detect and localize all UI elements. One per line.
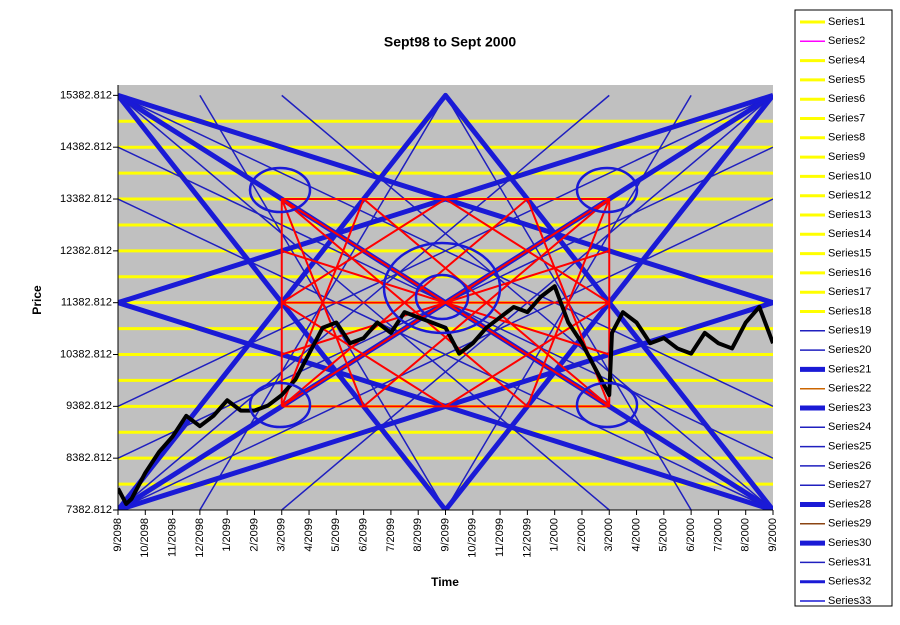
legend-label: Series8 bbox=[828, 132, 865, 144]
x-tick-label: 11/2099 bbox=[494, 518, 506, 557]
y-tick-label: 10382.812 bbox=[60, 348, 112, 360]
ellipse bbox=[414, 273, 470, 321]
y-axis-title: Price bbox=[30, 285, 44, 315]
legend-label: Series5 bbox=[828, 74, 865, 86]
ellipse bbox=[575, 166, 639, 214]
x-tick-label: 6/2000 bbox=[685, 518, 697, 552]
legend-label: Series29 bbox=[828, 518, 871, 530]
legend-label: Series1 bbox=[828, 16, 865, 28]
x-tick-label: 8/2000 bbox=[740, 518, 752, 552]
legend: Series1 Series2 Series4 Series5 Series6 Serie… bbox=[800, 16, 871, 607]
legend-label: Series26 bbox=[828, 460, 871, 472]
series-line bbox=[118, 284, 773, 506]
series-line bbox=[118, 92, 773, 510]
legend-label: Series24 bbox=[828, 421, 871, 433]
legend-label: Series27 bbox=[828, 479, 871, 491]
x-tick-label: 4/2099 bbox=[303, 518, 315, 552]
legend-label: Series13 bbox=[828, 209, 871, 221]
legend-label: Series33 bbox=[828, 595, 871, 607]
series-line bbox=[280, 198, 611, 408]
x-tick-label: 10/2098 bbox=[139, 518, 151, 558]
x-tick-label: 4/2000 bbox=[630, 518, 642, 552]
x-tick-label: 5/2000 bbox=[658, 518, 670, 552]
legend-label: Series32 bbox=[828, 576, 871, 588]
x-tick-label: 9/2000 bbox=[767, 518, 779, 552]
chart-title: Sept98 to Sept 2000 bbox=[384, 34, 516, 50]
x-tick-label: 8/2099 bbox=[412, 518, 424, 552]
legend-label: Series10 bbox=[828, 170, 871, 182]
ellipses bbox=[248, 166, 639, 429]
legend-label: Series21 bbox=[828, 363, 871, 375]
y-tick-label: 9382.812 bbox=[66, 400, 112, 412]
plot-marks bbox=[118, 92, 773, 510]
y-tick-label: 14382.812 bbox=[60, 141, 112, 153]
legend-label: Series9 bbox=[828, 151, 865, 163]
series-line bbox=[118, 94, 773, 510]
y-tick-label: 8382.812 bbox=[66, 452, 112, 464]
x-tick-label: 2/2000 bbox=[576, 518, 588, 552]
legend-label: Series18 bbox=[828, 305, 871, 317]
x-tick-label: 3/2099 bbox=[276, 518, 288, 552]
legend-label: Series12 bbox=[828, 190, 871, 202]
x-tick-label: 7/2099 bbox=[385, 518, 397, 552]
legend-label: Series25 bbox=[828, 441, 871, 453]
x-tick-label: 6/2099 bbox=[358, 518, 370, 552]
x-tick-label: 11/2098 bbox=[166, 518, 178, 557]
legend-label: Series22 bbox=[828, 383, 871, 395]
x-axis-title: Time bbox=[431, 575, 459, 589]
series-line bbox=[118, 94, 773, 510]
legend-label: Series16 bbox=[828, 267, 871, 279]
x-tick-label: 7/2000 bbox=[712, 518, 724, 552]
legend-label: Series23 bbox=[828, 402, 871, 414]
legend-label: Series15 bbox=[828, 248, 871, 260]
legend-label: Series31 bbox=[828, 556, 871, 568]
legend-label: Series20 bbox=[828, 344, 871, 356]
legend-label: Series2 bbox=[828, 35, 865, 47]
x-tick-label: 9/2098 bbox=[112, 518, 124, 552]
x-tick-label: 2/2099 bbox=[248, 518, 260, 552]
y-tick-label: 15382.812 bbox=[60, 89, 112, 101]
y-tick-label: 13382.812 bbox=[60, 193, 112, 205]
legend-label: Series6 bbox=[828, 93, 865, 105]
y-tick-label: 12382.812 bbox=[60, 245, 112, 257]
x-tick-label: 1/2000 bbox=[549, 518, 561, 552]
legend-label: Series28 bbox=[828, 498, 871, 510]
legend-label: Series4 bbox=[828, 55, 865, 67]
legend-label: Series7 bbox=[828, 112, 865, 124]
legend-label: Series17 bbox=[828, 286, 871, 298]
x-tick-label: 3/2000 bbox=[603, 518, 615, 552]
ellipse bbox=[248, 166, 312, 214]
legend-label: Series19 bbox=[828, 325, 871, 337]
x-tick-label: 12/2099 bbox=[521, 518, 533, 558]
x-tick-label: 12/2098 bbox=[194, 518, 206, 558]
ellipse bbox=[382, 241, 502, 335]
y-tick-label: 11382.812 bbox=[61, 297, 112, 309]
legend-label: Series14 bbox=[828, 228, 871, 240]
ellipse bbox=[248, 381, 312, 429]
y-tick-label: 7382.812 bbox=[66, 504, 112, 516]
ellipse bbox=[575, 381, 639, 429]
x-tick-label: 1/2099 bbox=[221, 518, 233, 552]
legend-label: Series30 bbox=[828, 537, 871, 549]
x-tick-label: 5/2099 bbox=[330, 518, 342, 552]
x-tick-label: 9/2099 bbox=[439, 518, 451, 552]
x-tick-label: 10/2099 bbox=[467, 518, 479, 558]
